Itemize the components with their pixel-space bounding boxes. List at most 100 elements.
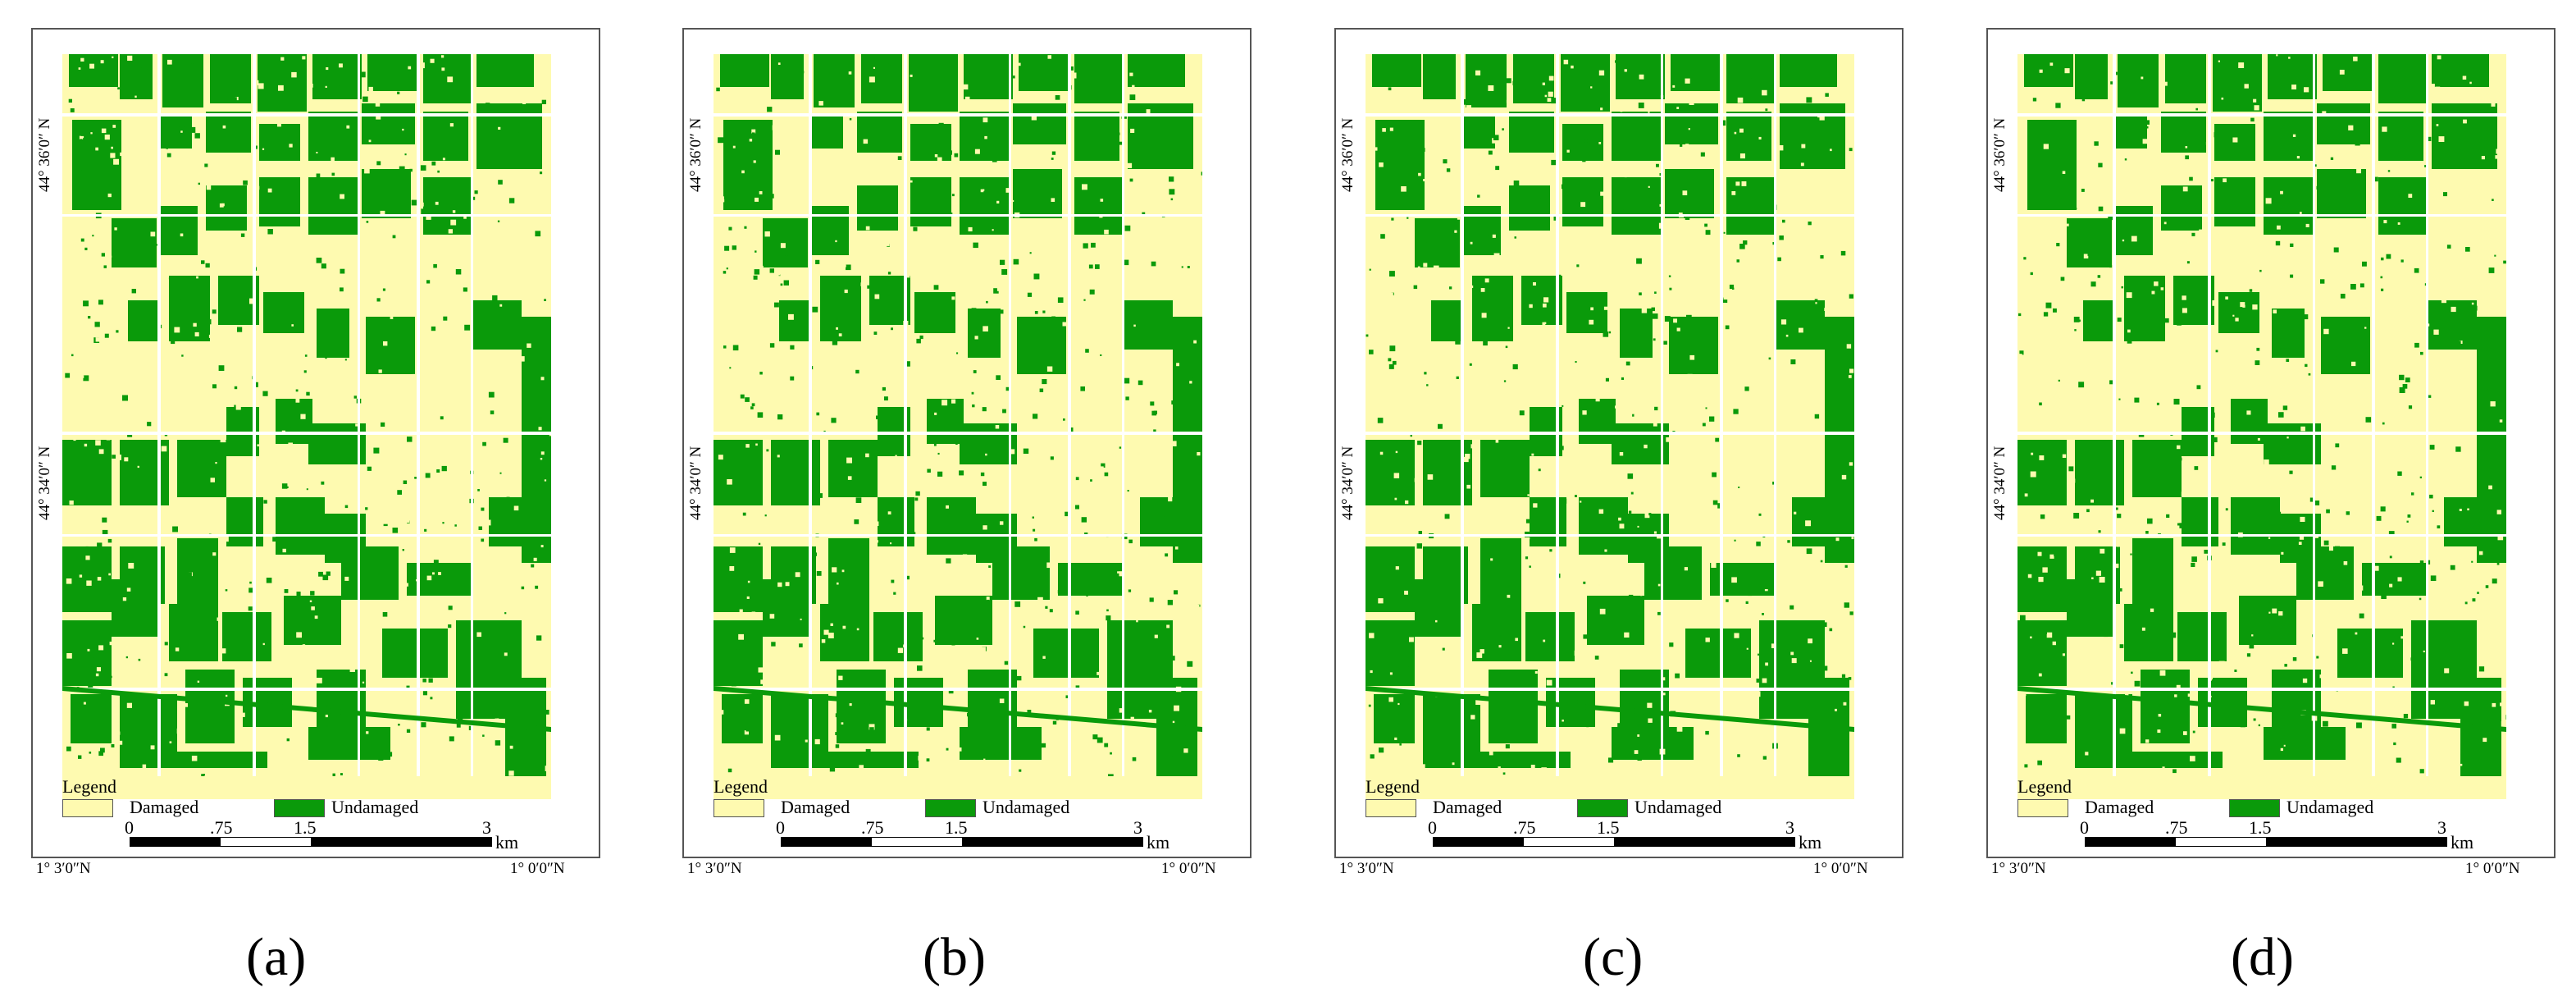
pixel-speckle [1418,531,1422,535]
pixel-speckle [102,529,108,536]
pixel-speckle [132,220,135,222]
pixel-speckle [2432,510,2434,512]
pixel-speckle [277,122,281,127]
pixel-speckle [206,235,210,239]
pixel-speckle [414,477,417,479]
pixel-speckle [406,729,411,733]
pixel-speckle [183,478,188,483]
undamaged-field [1013,103,1066,144]
pixel-speckle [2160,620,2163,624]
pixel-speckle [1789,434,1791,437]
pixel-speckle [355,423,358,427]
pixel-speckle [1200,94,1202,99]
pixel-speckle [914,74,919,79]
pixel-speckle [2414,203,2416,206]
map-panel-b: 44° 36′0″ N 44° 34′0″ N 1° 3′0″N 1° 0′0″… [682,28,1252,987]
road-line [2372,54,2375,776]
pixel-speckle [1634,414,1640,420]
pixel-speckle [906,650,910,655]
pixel-speckle [2281,551,2284,555]
pixel-speckle [1097,671,1101,675]
pixel-speckle [1013,258,1019,265]
pixel-speckle [390,363,394,365]
pixel-speckle [2343,561,2348,565]
pixel-speckle [1598,70,1605,75]
pixel-speckle [1736,237,1742,243]
pixel-speckle [499,304,503,307]
pixel-speckle [2055,103,2061,108]
classification-map [714,54,1202,799]
pixel-speckle [2291,408,2295,411]
pixel-speckle [2288,57,2291,59]
undamaged-field [2321,317,2370,374]
pixel-speckle [94,322,100,327]
pixel-speckle [1839,764,1844,770]
pixel-speckle [344,505,349,509]
pixel-speckle [433,423,440,428]
pixel-speckle [1420,764,1425,769]
pixel-speckle [2396,757,2401,763]
pixel-speckle [1174,705,1179,711]
pixel-speckle [173,395,178,400]
pixel-speckle [486,271,490,275]
pixel-speckle [266,578,272,583]
road-line [2017,534,2506,537]
pixel-speckle [2384,599,2387,602]
pixel-speckle [1493,253,1500,259]
pixel-speckle [1106,500,1110,505]
pixel-speckle [1187,661,1193,667]
pixel-speckle [1835,105,1838,108]
pixel-speckle [262,642,265,646]
pixel-speckle [112,125,116,128]
pixel-speckle [2109,265,2113,268]
pixel-speckle [1429,287,1432,290]
pixel-speckle [1592,506,1598,512]
pixel-speckle [747,580,750,583]
pixel-speckle [1530,765,1535,769]
pixel-speckle [97,577,102,581]
pixel-speckle [387,752,393,757]
pixel-speckle [132,587,138,592]
pixel-speckle [1148,710,1152,713]
undamaged-field [1612,423,1669,464]
pixel-speckle [88,683,93,688]
pixel-speckle [2166,514,2170,518]
pixel-speckle [2433,329,2439,335]
pixel-speckle [1680,119,1686,124]
pixel-speckle [1784,375,1789,381]
pixel-speckle [506,496,510,501]
pixel-speckle [2467,530,2472,535]
pixel-speckle [2438,136,2445,142]
road-line [1556,54,1559,776]
pixel-speckle [1129,178,1133,182]
pixel-speckle [504,154,508,158]
pixel-speckle [897,613,900,616]
pixel-speckle [1132,757,1137,761]
road-line [417,54,420,776]
pixel-speckle [326,571,331,576]
pixel-speckle [2474,162,2481,168]
pixel-speckle [775,149,780,155]
pixel-speckle [1612,514,1616,519]
pixel-speckle [2234,670,2237,672]
pixel-speckle [1784,649,1788,653]
pixel-speckle [2100,607,2106,613]
pixel-speckle [1505,345,1508,349]
pixel-speckle [1666,207,1668,209]
pixel-speckle [538,427,542,431]
pixel-speckle [1629,731,1633,736]
pixel-speckle [1797,309,1800,312]
pixel-speckle [1590,400,1593,404]
undamaged-field [2161,185,2202,231]
pixel-speckle [1378,106,1383,111]
pixel-speckle [729,547,736,553]
pixel-speckle [1404,391,1410,397]
pixel-speckle [1507,594,1511,598]
undamaged-field [873,612,923,661]
pixel-speckle [727,768,732,773]
pixel-speckle [912,631,918,637]
pixel-speckle [2047,501,2052,505]
pixel-speckle [1056,680,1061,684]
pixel-speckle [837,582,839,585]
pixel-speckle [486,398,492,405]
